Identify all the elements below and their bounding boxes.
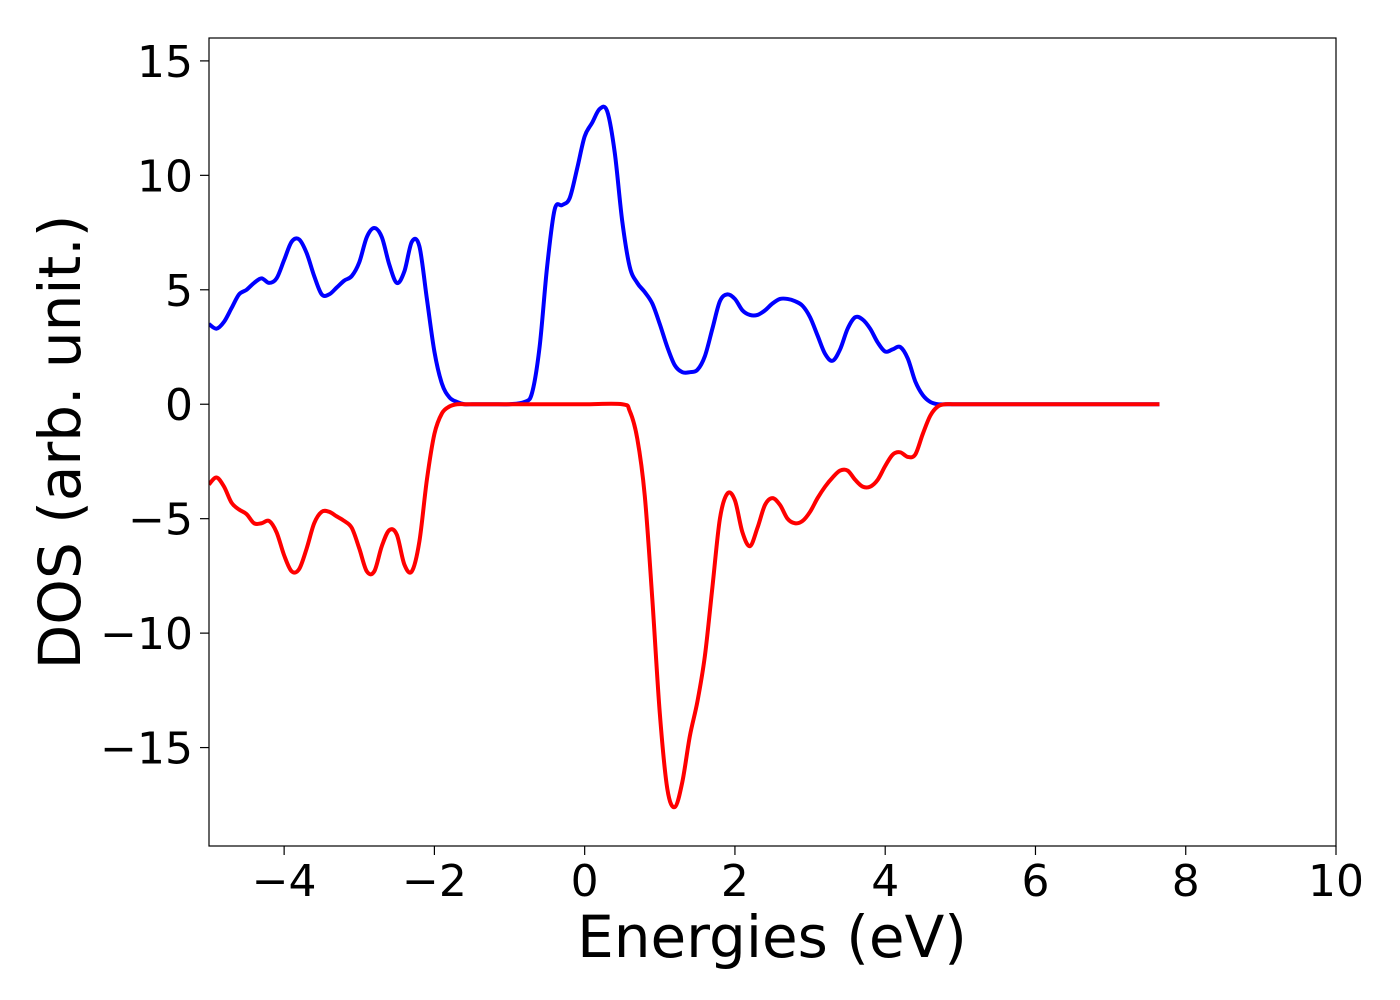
dos-series-line-blue (209, 104, 1160, 407)
plot-frame (208, 37, 1337, 847)
series-layer (209, 104, 1160, 810)
y-axis: 15 10 5 0 −5 −10 −15 (100, 37, 209, 775)
y-tick-label: −10 (100, 609, 193, 660)
y-tick-label: −5 (128, 495, 193, 546)
dos-series-line-red (209, 401, 1160, 810)
y-tick-label: −15 (100, 724, 193, 775)
y-tick-label: 10 (137, 151, 193, 202)
y-tick-label: 15 (137, 37, 193, 88)
x-tick-label: 4 (871, 856, 899, 907)
y-tick-label: 0 (165, 380, 193, 431)
x-tick-label: 6 (1021, 856, 1049, 907)
x-axis-label: Energies (eV) (577, 903, 967, 971)
x-tick-label: −4 (252, 856, 317, 907)
x-tick-label: 2 (721, 856, 749, 907)
x-tick-label: 0 (571, 856, 599, 907)
x-axis: −4 −2 0 2 4 6 8 10 (252, 846, 1364, 907)
y-tick-label: 5 (165, 266, 193, 317)
x-tick-label: −2 (402, 856, 467, 907)
y-axis-label: DOS (arb. unit.) (26, 215, 94, 670)
x-tick-label: 8 (1172, 856, 1200, 907)
x-tick-label: 10 (1308, 856, 1364, 907)
